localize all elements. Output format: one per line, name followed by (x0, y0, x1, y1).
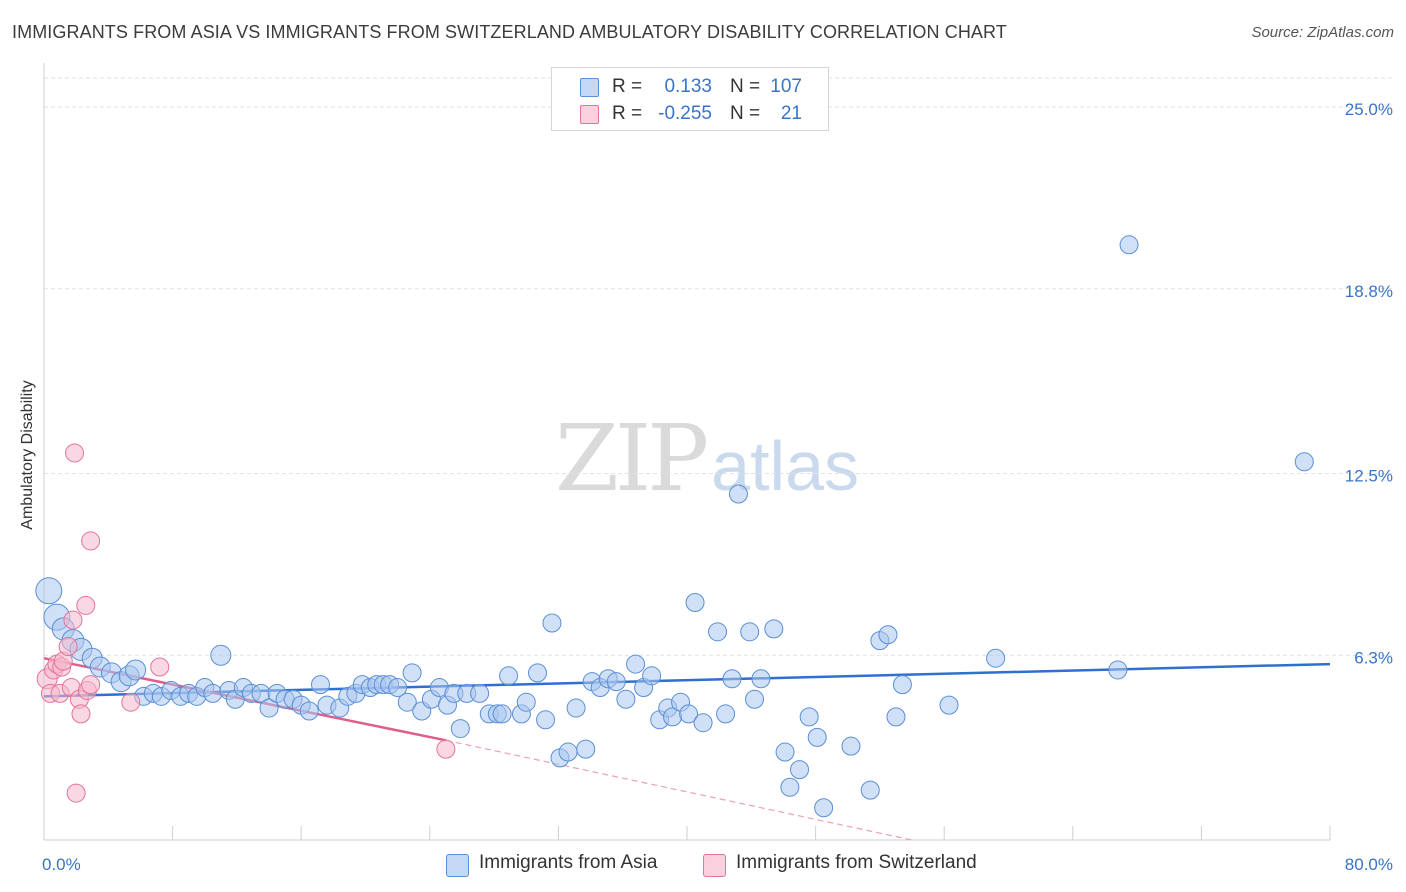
data-point-asia (299, 701, 319, 721)
data-point-asia (807, 727, 827, 747)
data-point-asia (1294, 452, 1314, 472)
data-point-asia (814, 798, 834, 818)
data-point-switzerland (121, 692, 141, 712)
legend-n-value: 21 (780, 103, 802, 124)
data-point-asia (740, 622, 760, 642)
data-point-asia (516, 692, 536, 712)
legend-r-value: 0.133 (664, 76, 712, 97)
data-point-asia (642, 666, 662, 686)
data-point-asia (626, 654, 646, 674)
source-credit: Source: ZipAtlas.com (1251, 24, 1394, 41)
data-point-asia (606, 672, 626, 692)
data-point-asia (799, 707, 819, 727)
data-point-asia (203, 683, 223, 703)
legend-n-label: N = (730, 76, 761, 97)
stats-legend: R = 0.133 N = 107 R = -0.255 N = 21 (551, 67, 829, 131)
y-tick-label: 6.3% (1354, 648, 1393, 667)
data-point-asia (722, 669, 742, 689)
data-point-asia (558, 742, 578, 762)
y-tick-label: 18.8% (1345, 282, 1393, 301)
data-point-switzerland (76, 595, 96, 615)
data-point-switzerland (66, 783, 86, 803)
data-point-asia (775, 742, 795, 762)
data-point-asia (878, 625, 898, 645)
data-point-asia (892, 675, 912, 695)
data-point-asia (693, 713, 713, 733)
data-point-asia (492, 704, 512, 724)
data-point-asia (616, 689, 636, 709)
data-points (35, 235, 1314, 818)
legend-label-asia: Immigrants from Asia (479, 852, 658, 873)
legend-row-switzerland: R = -0.255 N = 21 (552, 101, 828, 127)
data-point-asia (886, 707, 906, 727)
data-point-asia (402, 663, 422, 683)
data-point-asia (528, 663, 548, 683)
data-point-asia (1119, 235, 1139, 255)
data-point-asia (728, 484, 748, 504)
data-point-asia (397, 692, 417, 712)
data-point-asia (679, 704, 699, 724)
data-point-switzerland (63, 610, 83, 630)
legend-swatch-switzerland (580, 105, 599, 124)
data-point-asia (576, 739, 596, 759)
data-point-asia (450, 719, 470, 739)
data-point-asia (542, 613, 562, 633)
data-point-asia (745, 689, 765, 709)
x-tick-label: 80.0% (1345, 855, 1393, 874)
data-point-asia (986, 648, 1006, 668)
legend-swatch-asia (446, 854, 469, 877)
data-point-asia (790, 760, 810, 780)
data-point-asia (751, 669, 771, 689)
data-point-switzerland (150, 657, 170, 677)
data-point-asia (708, 622, 728, 642)
data-point-switzerland (81, 531, 101, 551)
data-point-asia (499, 666, 519, 686)
y-tick-label: 12.5% (1345, 466, 1393, 485)
x-tick-label: 0.0% (42, 855, 81, 874)
data-point-asia (388, 678, 408, 698)
legend-swatch-switzerland (703, 854, 726, 877)
data-point-asia (470, 683, 490, 703)
legend-n-label: N = (730, 103, 761, 124)
data-point-asia (259, 698, 279, 718)
data-point-asia (1108, 660, 1128, 680)
data-point-asia (310, 675, 330, 695)
data-point-asia (685, 593, 705, 613)
data-point-asia (35, 577, 63, 605)
trend-line-dashed-switzerland (445, 739, 913, 841)
data-point-asia (939, 695, 959, 715)
data-point-asia (716, 704, 736, 724)
data-point-asia (841, 736, 861, 756)
legend-label-switzerland: Immigrants from Switzerland (736, 852, 977, 873)
data-point-switzerland (71, 704, 91, 724)
data-point-asia (860, 780, 880, 800)
legend-swatch-asia (580, 78, 599, 97)
chart-title: IMMIGRANTS FROM ASIA VS IMMIGRANTS FROM … (12, 22, 1007, 42)
legend-row-asia: R = 0.133 N = 107 (552, 74, 828, 100)
legend-r-value: -0.255 (658, 103, 712, 124)
data-point-switzerland (436, 739, 456, 759)
data-point-switzerland (81, 675, 101, 695)
y-tick-label: 25.0% (1345, 100, 1393, 119)
data-point-asia (566, 698, 586, 718)
legend-r-label: R = (612, 103, 643, 124)
legend-r-label: R = (612, 76, 643, 97)
data-point-switzerland (58, 636, 78, 656)
series-legend: Immigrants from Asia Immigrants from Swi… (0, 852, 1406, 878)
data-point-asia (125, 659, 147, 681)
grid-lines (44, 77, 1394, 656)
legend-n-value: 107 (770, 76, 802, 97)
data-point-asia (764, 619, 784, 639)
data-point-asia (780, 777, 800, 797)
data-point-asia (210, 644, 232, 666)
data-point-asia (536, 710, 556, 730)
y-axis-label: Ambulatory Disability (19, 380, 36, 530)
tick-labels: 6.3% 12.5% 18.8% 25.0% 0.0% 80.0% (42, 100, 1393, 874)
data-point-switzerland (65, 443, 85, 463)
axes (43, 63, 1331, 841)
